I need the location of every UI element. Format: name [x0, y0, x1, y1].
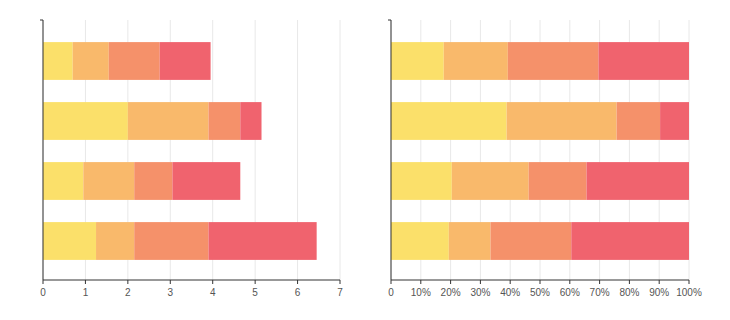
- bar-segment: [128, 102, 209, 140]
- x-tick: [212, 280, 213, 284]
- x-tick-label: 100%: [676, 287, 702, 298]
- x-tick: [450, 280, 451, 284]
- x-tick: [43, 280, 44, 284]
- bar-segment: [571, 222, 689, 260]
- grid-line: [43, 20, 44, 280]
- grid-line: [340, 20, 341, 280]
- x-tick-label: 40%: [500, 287, 520, 298]
- x-axis-line: [43, 280, 340, 281]
- x-tick-label: 0: [388, 287, 394, 298]
- x-tick-label: 30%: [470, 287, 490, 298]
- bar-segment: [109, 42, 160, 80]
- bar-segment: [43, 102, 128, 140]
- x-tick: [85, 280, 86, 284]
- bar-segment: [134, 222, 208, 260]
- bar-segment: [391, 42, 444, 80]
- x-tick-label: 80%: [619, 287, 639, 298]
- x-tick: [170, 280, 171, 284]
- bar-segment: [83, 162, 134, 200]
- x-tick: [510, 280, 511, 284]
- x-tick: [689, 280, 690, 284]
- x-tick: [659, 280, 660, 284]
- bar-segment: [43, 222, 96, 260]
- x-tick: [540, 280, 541, 284]
- bar-segment: [491, 222, 572, 260]
- x-tick: [420, 280, 421, 284]
- x-tick-label: 10%: [411, 287, 431, 298]
- x-tick: [297, 280, 298, 284]
- x-tick-label: 1: [83, 287, 89, 298]
- bar-segment: [452, 162, 529, 200]
- chart-0: 0 1 2 3 4 5 6 7: [40, 20, 343, 298]
- x-tick-label: 5: [252, 287, 258, 298]
- x-tick-label: 3: [168, 287, 174, 298]
- bar-segment: [391, 162, 452, 200]
- bar-segment: [507, 102, 617, 140]
- x-tick: [255, 280, 256, 284]
- bar-segment: [391, 102, 507, 140]
- x-tick-label: 60%: [560, 287, 580, 298]
- x-tick-label: 4: [210, 287, 216, 298]
- bar-segment: [508, 42, 599, 80]
- bar-segment: [586, 162, 689, 200]
- x-tick: [127, 280, 128, 284]
- bar-segment: [43, 162, 83, 200]
- y-axis-line: [43, 20, 44, 280]
- x-tick-label: 70%: [590, 287, 610, 298]
- x-tick-label: 0: [40, 287, 46, 298]
- bar-segment: [444, 42, 508, 80]
- x-tick-label: 20%: [441, 287, 461, 298]
- chart-1: 0 10% 20% 30% 40% 50% 60% 70% 80% 90% 100%: [388, 20, 702, 298]
- x-tick: [569, 280, 570, 284]
- bars: [391, 42, 689, 260]
- y-axis-line: [391, 20, 392, 280]
- bar-segment: [73, 42, 109, 80]
- bar-segment: [617, 102, 661, 140]
- x-tick-label: 50%: [530, 287, 550, 298]
- bar-segment: [208, 102, 240, 140]
- x-tick-label: 7: [337, 287, 343, 298]
- bar-segment: [598, 42, 689, 80]
- x-tick-label: 6: [295, 287, 301, 298]
- bar-segment: [208, 222, 316, 260]
- grid-line: [391, 20, 392, 280]
- x-tick: [340, 280, 341, 284]
- x-tick: [391, 280, 392, 284]
- x-tick: [480, 280, 481, 284]
- bar-segment: [529, 162, 587, 200]
- bar-segment: [240, 102, 261, 140]
- bar-segment: [172, 162, 240, 200]
- bar-segment: [134, 162, 172, 200]
- bar-segment: [96, 222, 134, 260]
- chart-canvas: 0 1 2 3 4 5 6 7 0 10% 20% 30% 40% 50% 60% 70% 80% 90% 100%: [0, 0, 730, 320]
- bars: [43, 42, 317, 260]
- bar-segment: [43, 42, 73, 80]
- x-tick-label: 2: [125, 287, 131, 298]
- x-tick: [629, 280, 630, 284]
- bar-segment: [660, 102, 689, 140]
- x-tick: [599, 280, 600, 284]
- bar-segment: [160, 42, 211, 80]
- y-axis-cap: [388, 20, 391, 21]
- x-tick-label: 90%: [649, 287, 669, 298]
- bar-segment: [391, 222, 449, 260]
- y-axis-cap: [40, 20, 43, 21]
- bar-segment: [449, 222, 491, 260]
